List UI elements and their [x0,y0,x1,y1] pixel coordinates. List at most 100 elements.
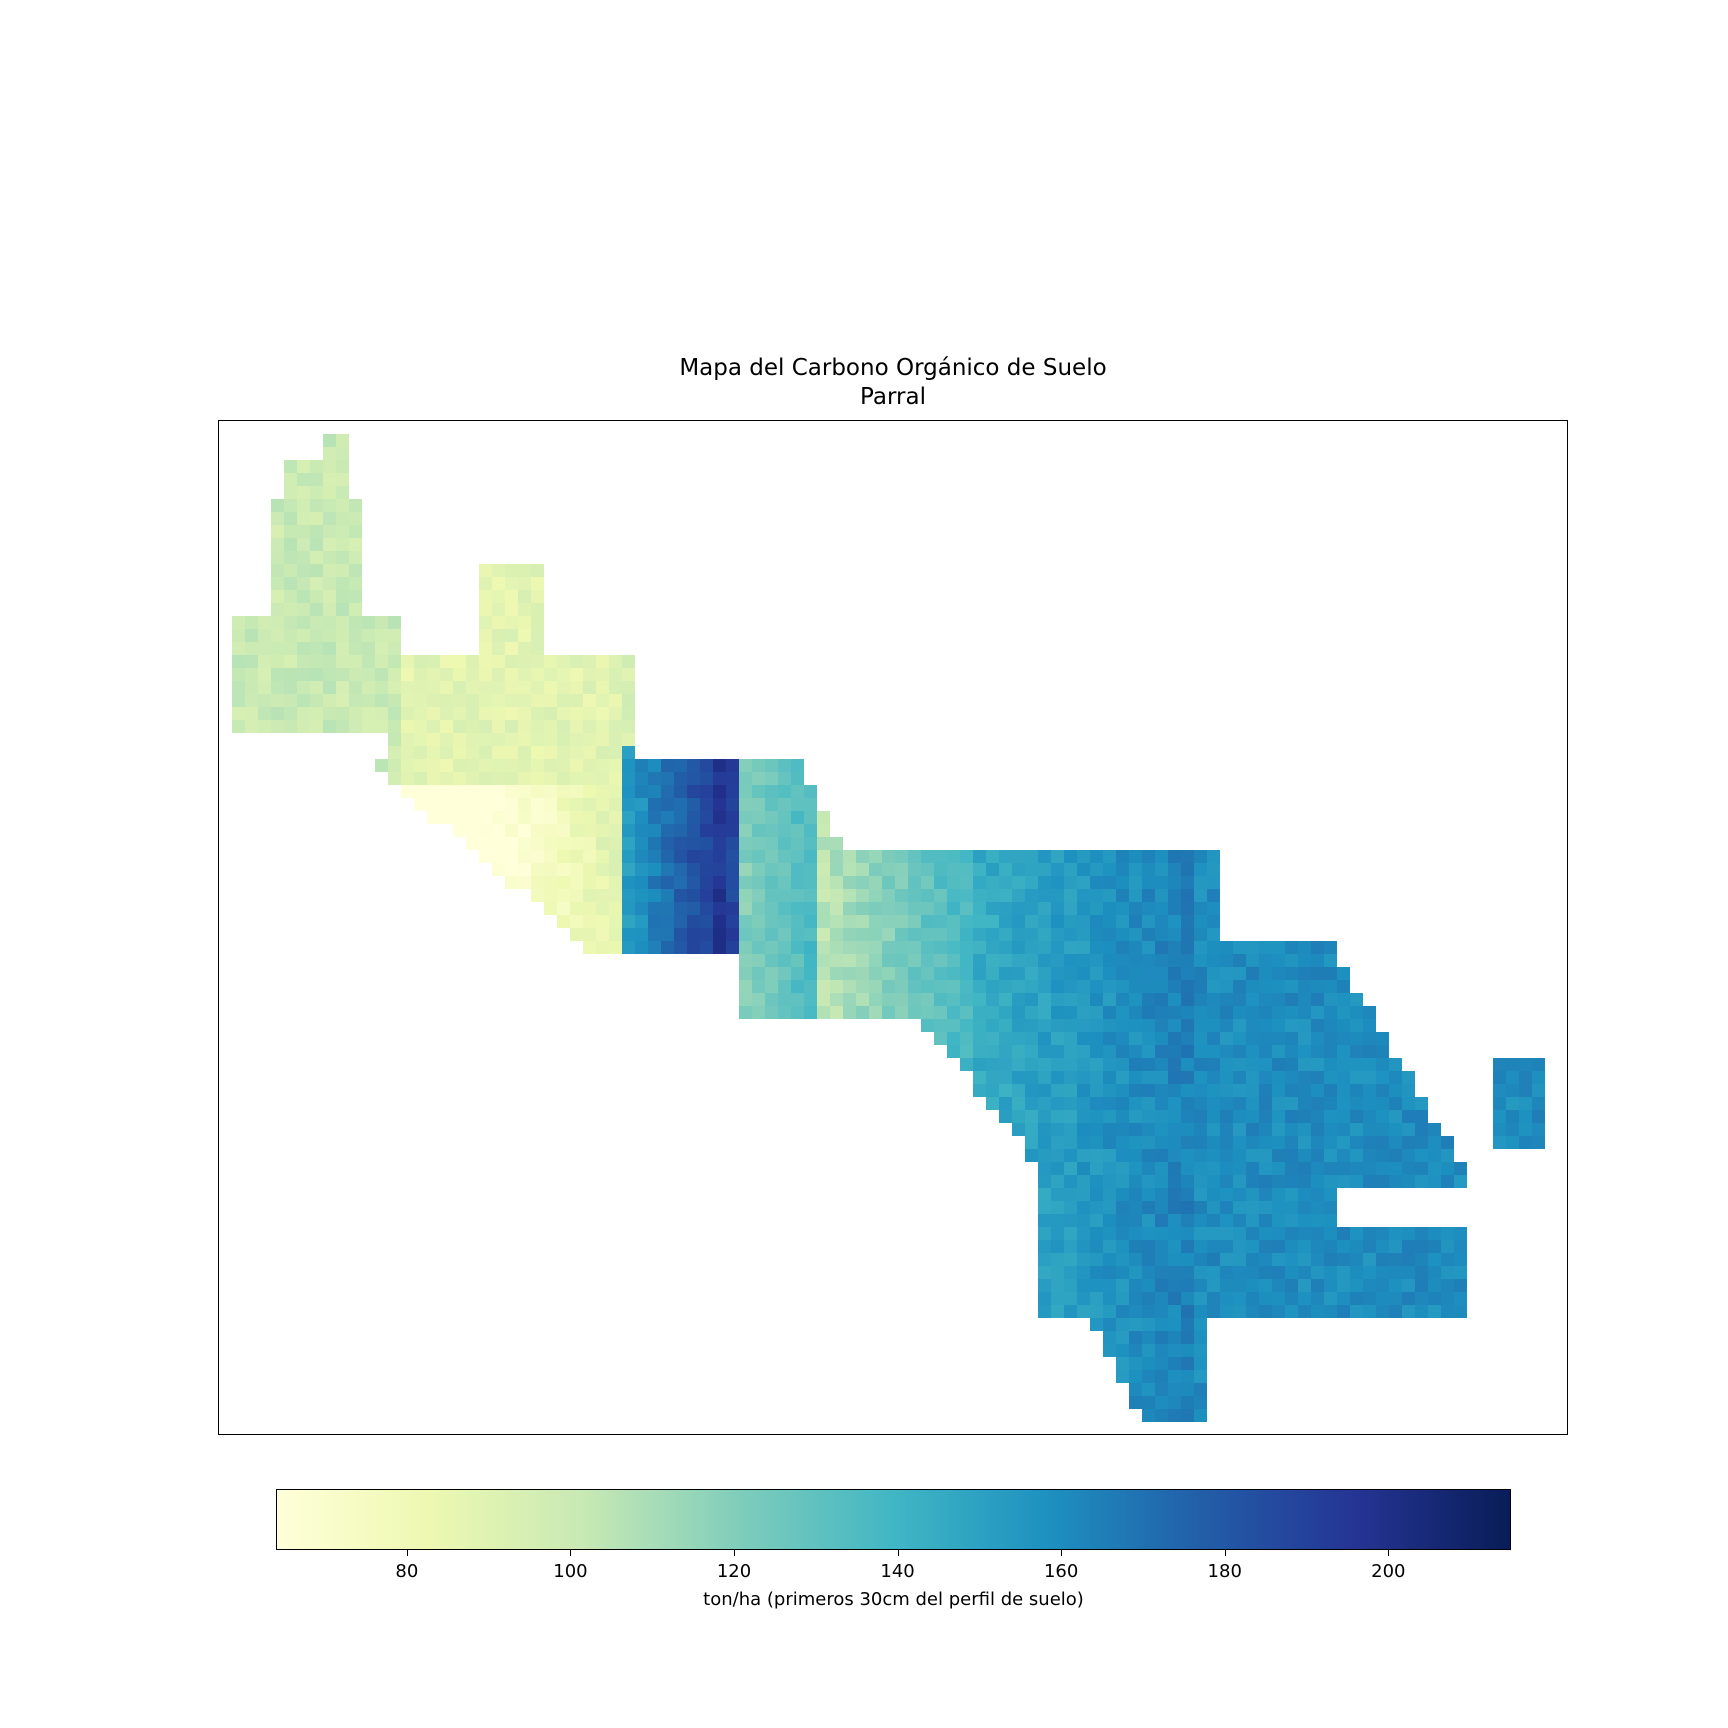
raster-cell [427,668,440,681]
raster-cell [271,538,284,551]
raster-cell [518,603,531,616]
raster-cell [739,954,752,967]
raster-cell [1181,1149,1194,1162]
raster-cell [440,707,453,720]
raster-cell [531,616,544,629]
raster-cell [557,707,570,720]
raster-cell [1038,1227,1051,1240]
raster-cell [622,759,635,772]
raster-cell [1090,850,1103,863]
raster-cell [245,616,258,629]
raster-cell [1051,850,1064,863]
raster-cell [518,733,531,746]
raster-cell [1155,902,1168,915]
raster-cell [1285,1305,1298,1318]
raster-cell [596,876,609,889]
raster-cell [934,876,947,889]
raster-cell [505,720,518,733]
raster-cell [284,577,297,590]
raster-cell [297,616,310,629]
raster-cell [1298,1006,1311,1019]
raster-cell [1389,1110,1402,1123]
raster-cell [1233,1279,1246,1292]
raster-cell [1207,902,1220,915]
raster-cell [661,889,674,902]
raster-cell [1233,1032,1246,1045]
raster-cell [310,460,323,473]
raster-cell [1090,1084,1103,1097]
raster-cell [817,993,830,1006]
raster-cell [1324,967,1337,980]
raster-cell [596,928,609,941]
raster-cell [1298,1266,1311,1279]
raster-cell [778,837,791,850]
raster-cell [1311,993,1324,1006]
raster-cell [1272,967,1285,980]
raster-cell [1220,993,1233,1006]
raster-cell [1129,1305,1142,1318]
raster-cell [1402,1240,1415,1253]
raster-cell [1038,1084,1051,1097]
raster-cell [1428,1136,1441,1149]
raster-cell [713,863,726,876]
raster-cell [700,928,713,941]
raster-cell [869,876,882,889]
raster-cell [596,889,609,902]
raster-cell [661,837,674,850]
raster-cell [1077,1045,1090,1058]
raster-cell [1155,1240,1168,1253]
raster-cell [1142,1045,1155,1058]
raster-cell [817,850,830,863]
raster-cell [375,616,388,629]
raster-cell [1116,1162,1129,1175]
raster-cell [1155,1266,1168,1279]
raster-cell [661,759,674,772]
raster-cell [1025,1097,1038,1110]
raster-cell [1246,1240,1259,1253]
colorbar-tick-label: 200 [1371,1561,1406,1582]
raster-cell [544,863,557,876]
raster-cell [388,629,401,642]
raster-cell [518,759,531,772]
raster-cell [1376,1045,1389,1058]
raster-cell [830,928,843,941]
raster-cell [518,746,531,759]
raster-cell [1129,1240,1142,1253]
raster-cell [1038,1097,1051,1110]
raster-cell [1064,1071,1077,1084]
raster-cell [1116,954,1129,967]
raster-cell [1038,954,1051,967]
raster-cell [999,967,1012,980]
raster-cell [1519,1136,1532,1149]
raster-cell [1285,993,1298,1006]
raster-cell [1168,1110,1181,1123]
raster-cell [1363,1006,1376,1019]
raster-cell [1428,1149,1441,1162]
raster-cell [1129,1058,1142,1071]
raster-cell [1090,941,1103,954]
raster-cell [1090,876,1103,889]
raster-cell [323,460,336,473]
raster-cell [1025,863,1038,876]
raster-cell [1246,1266,1259,1279]
raster-cell [739,941,752,954]
raster-cell [518,655,531,668]
raster-cell [1103,1240,1116,1253]
raster-cell [1233,1201,1246,1214]
raster-cell [1285,1045,1298,1058]
raster-cell [804,811,817,824]
raster-cell [1129,1253,1142,1266]
raster-cell [1389,1097,1402,1110]
raster-cell [583,733,596,746]
raster-cell [1116,889,1129,902]
raster-cell [999,1058,1012,1071]
raster-cell [544,681,557,694]
raster-cell [752,902,765,915]
raster-cell [804,837,817,850]
raster-cell [1038,1292,1051,1305]
raster-cell [479,720,492,733]
raster-cell [544,694,557,707]
raster-cell [492,746,505,759]
raster-cell [778,928,791,941]
raster-cell [414,759,427,772]
